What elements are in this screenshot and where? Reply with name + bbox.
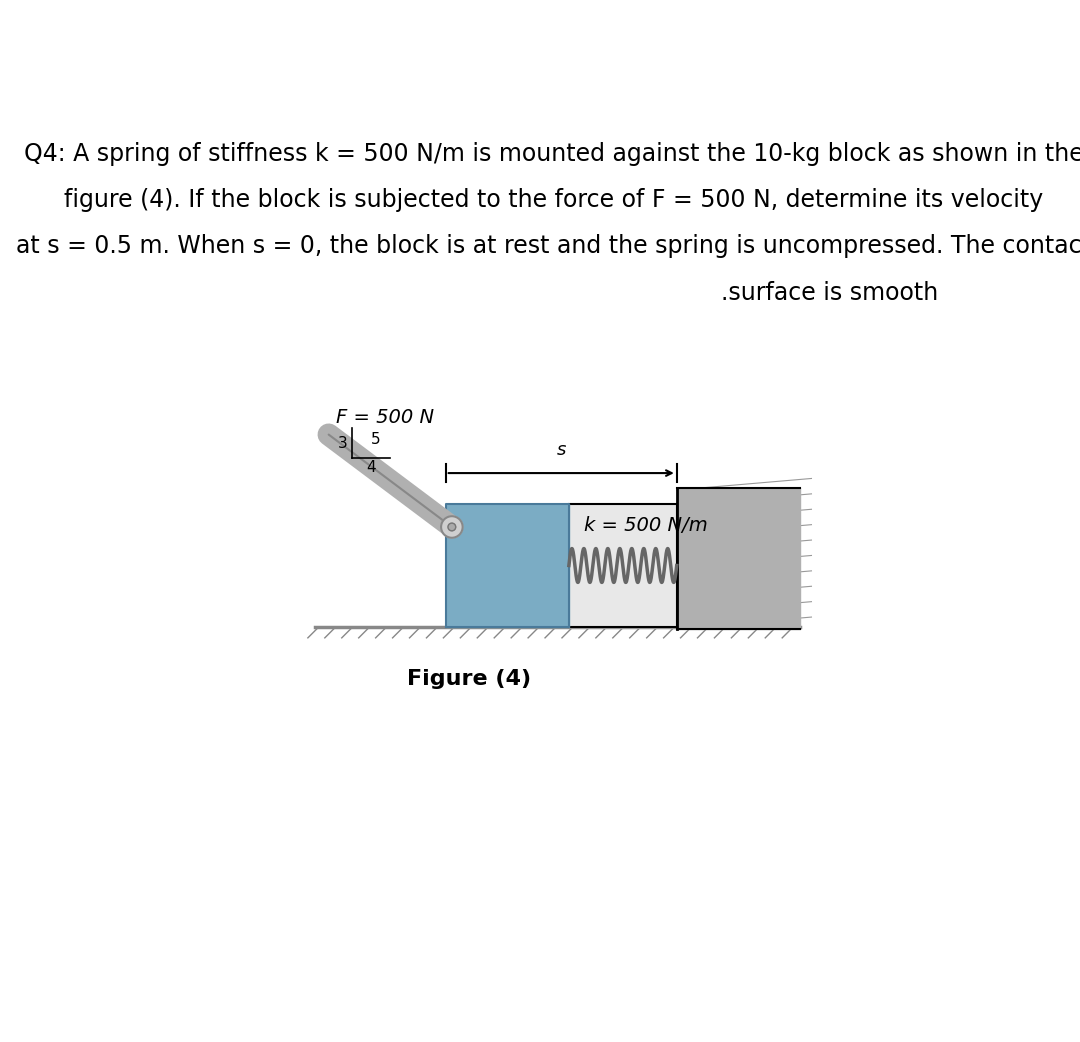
Bar: [446, 504, 569, 627]
Text: k = 500 N/m: k = 500 N/m: [584, 516, 708, 535]
Text: .surface is smooth: .surface is smooth: [721, 280, 939, 304]
Text: at s = 0.5 m. When s = 0, the block is at rest and the spring is uncompressed. T: at s = 0.5 m. When s = 0, the block is a…: [16, 234, 1080, 258]
Circle shape: [441, 516, 462, 538]
Text: Figure (4): Figure (4): [407, 669, 531, 690]
Bar: [677, 489, 800, 628]
Bar: [569, 504, 677, 627]
Text: 4: 4: [366, 461, 376, 475]
Text: 5: 5: [370, 432, 380, 447]
Text: Q4: A spring of stiffness k = 500 N/m is mounted against the 10-kg block as show: Q4: A spring of stiffness k = 500 N/m is…: [24, 142, 1080, 166]
Text: figure (4). If the block is subjected to the force of F = 500 N, determine its v: figure (4). If the block is subjected to…: [64, 189, 1043, 213]
Text: 3: 3: [338, 436, 348, 450]
Text: s: s: [556, 441, 566, 460]
Circle shape: [448, 523, 456, 530]
Text: F = 500 N: F = 500 N: [336, 407, 434, 427]
